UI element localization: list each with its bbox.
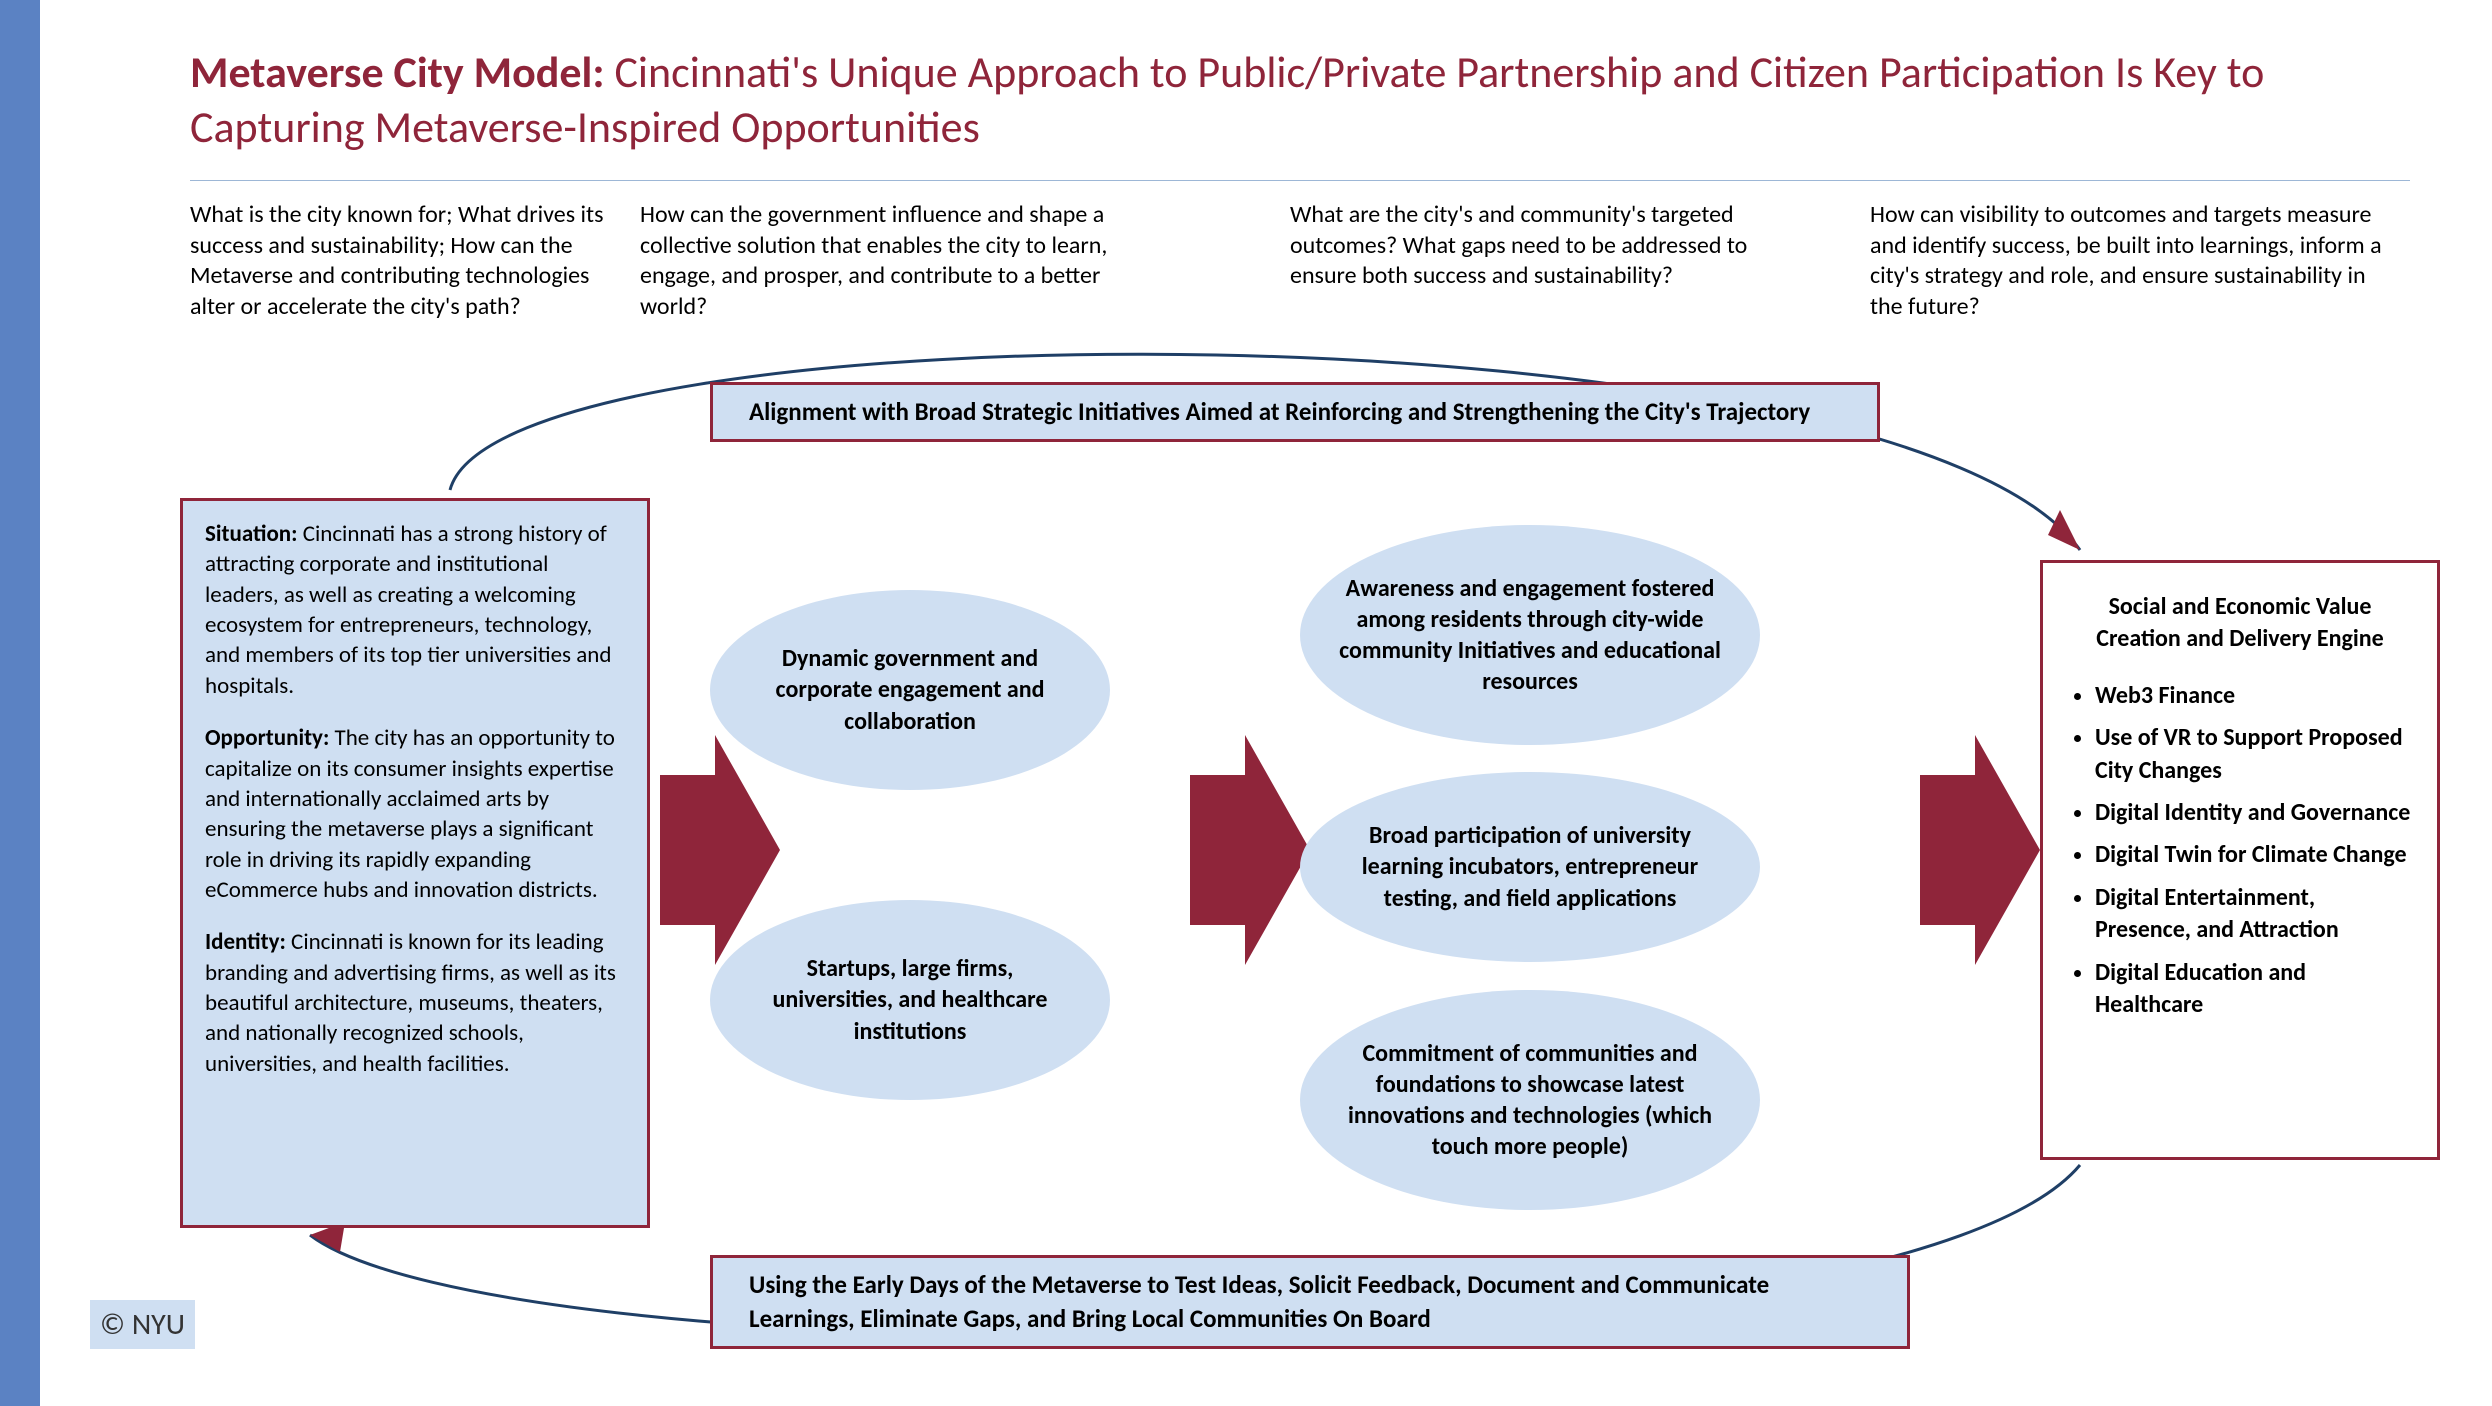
context-box: Situation: Cincinnati has a strong histo… xyxy=(180,498,650,1228)
outcomes-item: Digital Identity and Governance xyxy=(2095,797,2411,829)
outcomes-item: Digital Education and Healthcare xyxy=(2095,957,2411,1022)
outcomes-item: Use of VR to Support Proposed City Chang… xyxy=(2095,722,2411,787)
node-startups-firms: Startups, large firms, universities, and… xyxy=(710,900,1110,1100)
context-opportunity: Opportunity: The city has an opportunity… xyxy=(205,723,625,905)
node-awareness: Awareness and engagement fostered among … xyxy=(1300,525,1760,745)
flow-arrow-icon xyxy=(1920,735,2040,965)
banner-bottom: Using the Early Days of the Metaverse to… xyxy=(710,1255,1910,1349)
flow-arrow-icon xyxy=(1190,735,1310,965)
context-identity-label: Identity: xyxy=(205,928,286,956)
banner-top: Alignment with Broad Strategic Initiativ… xyxy=(710,382,1880,442)
outcomes-item: Digital Twin for Climate Change xyxy=(2095,839,2411,871)
outcomes-heading: Social and Economic Value Creation and D… xyxy=(2069,591,2411,656)
slide-root: Metaverse City Model: Cincinnati's Uniqu… xyxy=(0,0,2492,1406)
node-govt-corporate: Dynamic government and corporate engagem… xyxy=(710,590,1110,790)
flow-arrow-icon xyxy=(660,735,780,965)
outcomes-item: Digital Entertainment, Presence, and Att… xyxy=(2095,882,2411,947)
node-communities: Commitment of communities and foundation… xyxy=(1300,990,1760,1210)
context-opportunity-label: Opportunity: xyxy=(205,724,329,752)
context-situation: Situation: Cincinnati has a strong histo… xyxy=(205,519,625,701)
context-identity: Identity: Cincinnati is known for its le… xyxy=(205,927,625,1079)
context-situation-label: Situation: xyxy=(205,520,298,548)
node-university: Broad participation of university learni… xyxy=(1300,772,1760,962)
outcomes-list: Web3 Finance Use of VR to Support Propose… xyxy=(2069,680,2411,1022)
copyright-badge: © NYU xyxy=(90,1300,195,1349)
outcomes-item: Web3 Finance xyxy=(2095,680,2411,712)
outcomes-box: Social and Economic Value Creation and D… xyxy=(2040,560,2440,1160)
